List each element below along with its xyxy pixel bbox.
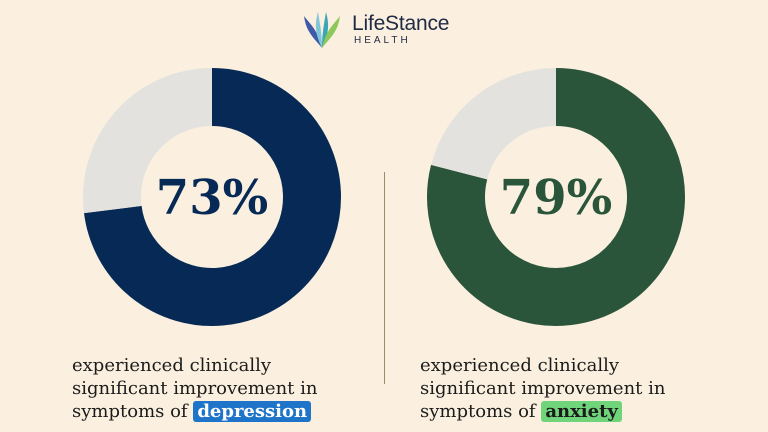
- caption-line: symptoms of depression: [72, 400, 372, 423]
- anxiety-percent-label: 79%: [500, 170, 612, 226]
- anxiety-remainder-slice: [431, 68, 558, 181]
- anxiety-caption: experienced clinically significant impro…: [420, 354, 720, 423]
- brand-subtitle: HEALTH: [354, 35, 411, 46]
- caption-prefix: symptoms of: [420, 401, 542, 422]
- depression-value-slice: [84, 68, 341, 326]
- caption-line: significant improvement in: [72, 378, 318, 399]
- brand-name: LifeStance: [352, 12, 450, 35]
- caption-line: significant improvement in: [420, 378, 666, 399]
- lifestance-logo-icon: [304, 12, 340, 48]
- caption-line: experienced clinically: [420, 355, 620, 376]
- depression-highlight: depression: [193, 401, 312, 422]
- caption-line: experienced clinically: [72, 355, 272, 376]
- depression-caption: experienced clinically significant impro…: [72, 354, 372, 423]
- caption-line: symptoms of anxiety: [420, 400, 720, 423]
- depression-remainder-slice: [83, 68, 214, 214]
- brand-text: LifeStance HEALTH: [352, 13, 449, 47]
- anxiety-value-slice: [427, 68, 685, 326]
- caption-prefix: symptoms of: [72, 401, 194, 422]
- depression-percent-label: 73%: [156, 170, 268, 226]
- center-divider: [384, 172, 385, 384]
- anxiety-highlight: anxiety: [541, 401, 622, 422]
- brand-logo: LifeStance HEALTH: [300, 8, 449, 52]
